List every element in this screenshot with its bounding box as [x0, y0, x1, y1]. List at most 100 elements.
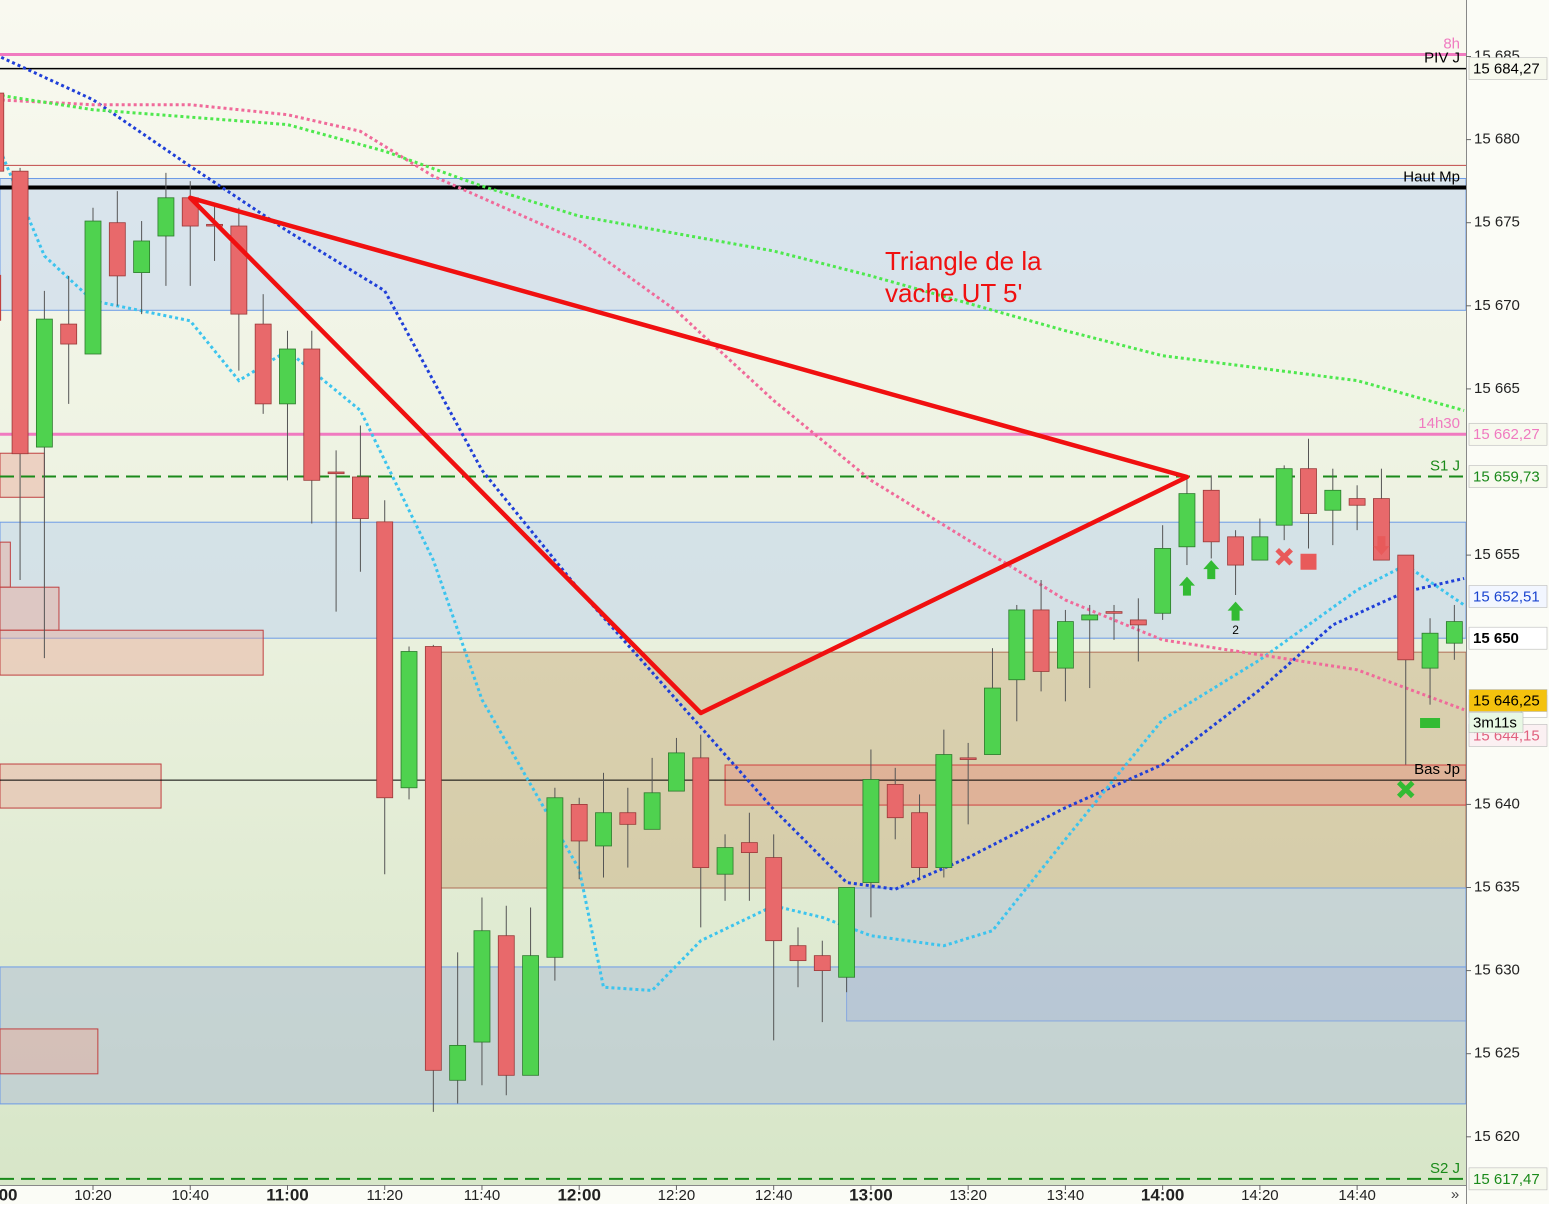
candle-body — [886, 784, 904, 819]
candle-body — [1275, 468, 1293, 526]
candle-body — [497, 935, 515, 1076]
signal — [1300, 553, 1317, 570]
y-tick-label: 15 655 — [1474, 546, 1520, 563]
candle-body — [133, 240, 151, 273]
candle-body — [473, 930, 491, 1043]
level-label: S1 J — [1430, 457, 1460, 474]
candle-body — [1348, 498, 1366, 506]
candle-body — [157, 197, 175, 237]
zone — [0, 629, 264, 676]
x-tick-label: 14:00 — [1141, 1185, 1184, 1204]
signal — [1373, 536, 1390, 556]
x-tick-label: 14:20 — [1241, 1187, 1279, 1204]
level-label: Bas Jp — [1414, 761, 1460, 778]
candle-body — [0, 92, 5, 172]
candle-body — [1251, 536, 1269, 561]
x-tick-label: 13:00 — [849, 1185, 892, 1204]
x-tick-label: 14:40 — [1338, 1187, 1376, 1204]
x-tick-label: 12:40 — [755, 1187, 793, 1204]
zone — [0, 586, 60, 631]
level-label: S2 J — [1430, 1160, 1460, 1177]
candle-body — [765, 857, 783, 942]
candle-body — [1227, 536, 1244, 566]
y-tick-label: 15 675 — [1474, 214, 1520, 231]
plot-background — [0, 0, 1466, 1185]
candle-body — [1324, 489, 1342, 511]
annotation: Triangle de la — [885, 246, 1042, 276]
price-tag-label: 15 652,51 — [1473, 588, 1540, 605]
zone — [846, 887, 1466, 1022]
y-tick-label: 15 620 — [1474, 1128, 1520, 1145]
y-tick-label: 15 665 — [1474, 380, 1520, 397]
price-tag-label: 15 662,27 — [1473, 426, 1540, 443]
signal-label: 2 — [1232, 623, 1239, 637]
candle-body — [327, 471, 345, 475]
price-tag-label: 15 659,73 — [1473, 468, 1540, 485]
x-tick-label: 13:20 — [949, 1187, 987, 1204]
candle-body — [595, 812, 612, 847]
candle-body — [1032, 609, 1050, 672]
candle-body — [546, 797, 564, 958]
y-tick-label: 15 630 — [1474, 962, 1520, 979]
x-tick-label: 10:40 — [171, 1187, 209, 1204]
price-tag-box — [1468, 626, 1548, 650]
level-label: PIV J — [1424, 50, 1460, 67]
signal — [1178, 576, 1195, 596]
x-tick-label: 10:00 — [0, 1185, 18, 1204]
moving-average — [0, 145, 1465, 993]
candle-body — [1445, 621, 1463, 644]
candle-body — [254, 323, 272, 405]
price-tag-box — [1468, 585, 1548, 608]
candle-body — [692, 757, 710, 868]
candle-body — [959, 757, 977, 760]
candle-body — [1300, 468, 1317, 514]
candle-body — [1421, 632, 1439, 669]
candle-body — [740, 842, 758, 854]
price-tag-label: 15 650 — [1473, 630, 1519, 647]
candle-body — [716, 847, 734, 875]
candle-body — [35, 318, 53, 448]
price-tag-label: 15 646,25 — [1473, 692, 1540, 709]
signal — [1227, 601, 1244, 621]
y-tick-label: 15 670 — [1474, 297, 1520, 314]
signal — [1420, 717, 1441, 728]
candle-body — [449, 1044, 467, 1081]
candle-body — [911, 812, 928, 868]
candle-body — [813, 955, 831, 972]
candle-body — [1057, 621, 1074, 669]
countdown-box — [1468, 712, 1524, 733]
candle-body — [862, 779, 880, 883]
price-tag-box — [1468, 1167, 1548, 1191]
candle-body — [424, 646, 442, 1071]
candle-body — [668, 752, 685, 792]
price-tag-label: 15 617,47 — [1473, 1171, 1540, 1188]
candle-body — [1202, 489, 1220, 543]
candle-body — [984, 687, 1001, 755]
zone — [0, 1028, 99, 1075]
candle-body — [376, 521, 394, 799]
signal — [1396, 780, 1415, 799]
candle-body — [352, 476, 369, 519]
zone — [0, 763, 162, 809]
candle-body — [11, 170, 29, 455]
candle-body — [1129, 619, 1147, 626]
countdown: 3m11s — [1473, 714, 1517, 731]
candle-body — [84, 220, 102, 355]
zone — [0, 177, 1466, 311]
moving-average — [0, 98, 1465, 712]
x-axis-background — [0, 1185, 1466, 1204]
candle-body — [303, 348, 321, 481]
candle-body — [1154, 548, 1172, 614]
candle-body — [570, 804, 588, 842]
moving-average — [0, 93, 1465, 412]
scroll-button[interactable]: » — [1451, 1186, 1459, 1203]
candle-body — [789, 945, 807, 962]
candle-body — [935, 754, 953, 868]
level-label: 14h30 — [1418, 415, 1460, 432]
signal — [1203, 560, 1220, 580]
y-tick-label: 15 635 — [1474, 878, 1520, 895]
zone — [0, 274, 2, 321]
zone — [0, 521, 1466, 639]
candle-body — [1008, 609, 1026, 681]
